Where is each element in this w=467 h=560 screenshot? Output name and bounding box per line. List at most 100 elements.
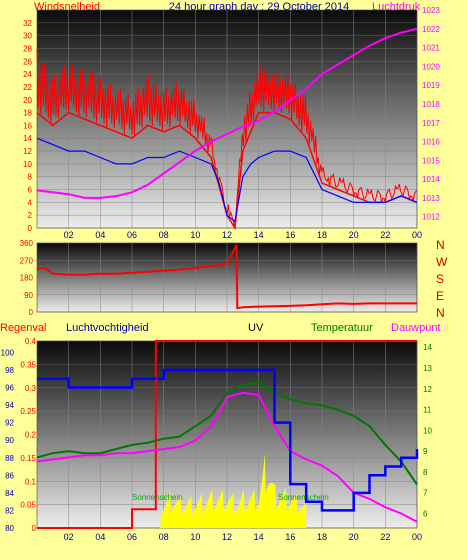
wind-x-tick: 16: [285, 230, 295, 240]
rain-tick: 0.2: [25, 431, 37, 440]
pressure-tick: 1015: [422, 156, 440, 165]
humidity-tick: 90: [5, 436, 14, 445]
atmos-x-tick: 04: [95, 532, 105, 542]
rain-tick: 0.1: [25, 477, 37, 486]
humidity-label: Luchtvochtigheid: [66, 322, 149, 334]
atmos-x-tick: 22: [380, 532, 390, 542]
compass-letter: N: [436, 238, 445, 252]
rain-tick: 0: [32, 524, 37, 533]
wind-speed-tick: 16: [23, 121, 32, 130]
atmos-x-tick: 18: [317, 532, 327, 542]
atmos-x-tick: 06: [127, 532, 137, 542]
wind-x-tick: 12: [222, 230, 232, 240]
rain-tick: 0.4: [25, 337, 37, 346]
temperature-tick: 9: [423, 447, 428, 456]
wind-x-tick: 10: [190, 230, 200, 240]
wind-x-tick: 00: [412, 230, 422, 240]
rain-line: [37, 340, 417, 529]
direction-tick: 360: [20, 239, 34, 248]
wind-x-tick: 06: [127, 230, 137, 240]
wind-speed-tick: 28: [23, 44, 32, 53]
wind-speed-tick: 4: [28, 198, 33, 207]
wind-speed-tick: 12: [23, 147, 32, 156]
pressure-tick: 1019: [422, 81, 440, 90]
wind-x-tick: 20: [349, 230, 359, 240]
humidity-tick: 96: [5, 384, 14, 393]
wind-direction-line: [36, 244, 417, 310]
wind-speed-line: [36, 111, 418, 231]
temperature-label: Temperatuur: [311, 322, 373, 334]
pressure-tick: 1014: [422, 175, 440, 184]
wind-x-tick: 22: [380, 230, 390, 240]
temperature-tick: 14: [423, 343, 432, 352]
direction-tick: 90: [24, 291, 33, 300]
wind-x-tick: 04: [95, 230, 105, 240]
rain-tick: 0.15: [20, 454, 36, 463]
pressure-tick: 1023: [422, 6, 440, 15]
rain-label: Regenval: [0, 322, 46, 334]
wind-speed-tick: 26: [23, 57, 32, 66]
compass-letter: W: [436, 255, 448, 269]
pressure-line: [36, 27, 418, 199]
temperature-tick: 7: [423, 489, 428, 498]
temperature-line: [36, 381, 418, 485]
direction-tick: 270: [20, 256, 34, 265]
wind-speed-tick: 2: [28, 211, 33, 220]
wind-speed-tick: 22: [23, 83, 32, 92]
wind-speed-tick: 10: [23, 160, 32, 169]
humidity-tick: 98: [5, 366, 14, 375]
wind-speed-tick: 32: [23, 19, 32, 28]
compass-letter: E: [436, 289, 444, 303]
rain-tick: 0.35: [20, 360, 36, 369]
rain-tick: 0.05: [20, 501, 36, 510]
pressure-tick: 1020: [422, 62, 440, 71]
pressure-tick: 1012: [422, 213, 440, 222]
rain-tick: 0.25: [20, 407, 36, 416]
humidity-tick: 84: [5, 489, 14, 498]
humidity-tick: 88: [5, 454, 14, 463]
atmos-x-tick: 00: [412, 532, 422, 542]
pressure-axis-label: Luchtdruk: [372, 1, 421, 13]
atmos-x-tick: 10: [190, 532, 200, 542]
wind-speed-tick: 24: [23, 70, 32, 79]
wind-avg-line: [36, 137, 418, 223]
wind-speed-tick: 6: [28, 186, 33, 195]
atmos-x-tick: 16: [285, 532, 295, 542]
uv-area: [160, 453, 307, 528]
panel-frame: [36, 242, 418, 313]
temperature-tick: 8: [423, 468, 428, 477]
atmos-x-tick: 14: [254, 532, 264, 542]
pressure-tick: 1018: [422, 100, 440, 109]
pressure-tick: 1013: [422, 194, 440, 203]
sunshine-label-1: Sonnenschein: [132, 493, 183, 502]
humidity-tick: 80: [5, 524, 14, 533]
pressure-tick: 1022: [422, 25, 440, 34]
panel-frame: [36, 9, 418, 229]
direction-tick: 0: [29, 308, 34, 317]
humidity-tick: 82: [5, 506, 14, 515]
pressure-tick: 1017: [422, 119, 440, 128]
wind-x-tick: 02: [64, 230, 74, 240]
wind-x-tick: 08: [159, 230, 169, 240]
atmos-x-tick: 08: [159, 532, 169, 542]
wind-speed-tick: 30: [23, 32, 32, 41]
sunshine-label-2: Sonnenschein: [278, 493, 329, 502]
pressure-tick: 1021: [422, 44, 440, 53]
humidity-tick: 100: [1, 348, 15, 357]
wind-speed-tick: 0: [28, 224, 33, 233]
temperature-tick: 11: [423, 406, 432, 415]
atmos-x-tick: 12: [222, 532, 232, 542]
wind-x-tick: 14: [254, 230, 264, 240]
humidity-tick: 92: [5, 419, 14, 428]
wind-speed-tick: 20: [23, 96, 32, 105]
rain-tick: 0.3: [25, 384, 37, 393]
dewpoint-label: Dauwpunt: [391, 322, 441, 334]
uv-label: UV: [248, 322, 264, 334]
temperature-tick: 12: [423, 385, 432, 394]
temperature-tick: 10: [423, 426, 432, 435]
wind-speed-tick: 14: [23, 134, 32, 143]
wind-x-tick: 18: [317, 230, 327, 240]
wind-speed-tick: 18: [23, 109, 32, 118]
